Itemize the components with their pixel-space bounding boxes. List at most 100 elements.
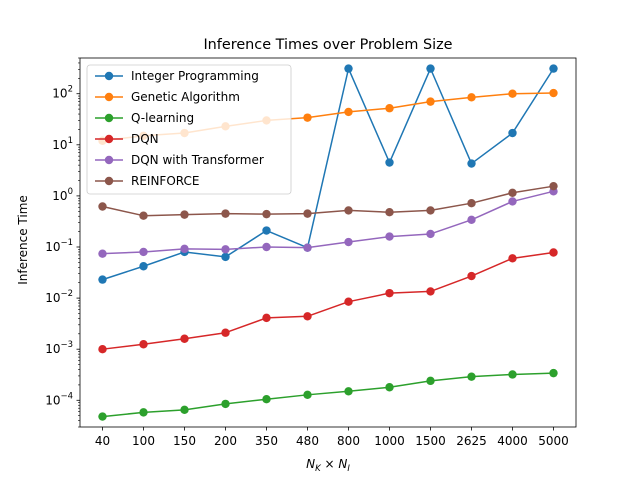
legend-marker: [104, 92, 114, 102]
x-tick-label: 150: [173, 434, 196, 448]
data-point: [221, 328, 230, 337]
x-label-n1: N: [306, 457, 315, 471]
data-point: [508, 128, 517, 138]
data-point: [98, 344, 107, 354]
series-6: [98, 181, 558, 220]
data-point: [549, 181, 558, 191]
legend-entry: Genetic Algorithm: [95, 90, 240, 104]
data-point: [344, 107, 353, 117]
legend-marker: [104, 113, 114, 123]
y-tick-label: 100: [52, 187, 73, 203]
data-point: [508, 89, 517, 98]
data-point: [221, 252, 230, 262]
data-point: [303, 243, 312, 252]
x-tick-label: 800: [337, 434, 360, 448]
x-label-times: ×: [321, 457, 339, 471]
y-tick-label: 102: [52, 85, 73, 101]
legend-label: DQN: [131, 132, 159, 146]
y-axis-label: Inference Time: [16, 195, 30, 285]
data-point: [180, 244, 189, 254]
data-point: [426, 229, 435, 239]
x-axis-label: NK × NI: [306, 457, 350, 474]
data-point: [549, 64, 558, 73]
data-point: [303, 209, 312, 218]
data-point: [508, 197, 517, 206]
data-point: [139, 408, 148, 417]
data-point: [344, 387, 353, 396]
data-point: [508, 254, 517, 263]
data-point: [303, 312, 312, 321]
data-point: [508, 188, 517, 197]
legend-label: DQN with Transformer: [131, 153, 264, 167]
x-tick-label: 4000: [497, 434, 528, 448]
data-point: [98, 275, 107, 284]
data-point: [467, 271, 476, 281]
series-3: [98, 368, 558, 421]
plot-area: [98, 64, 558, 421]
data-point: [426, 287, 435, 296]
data-point: [467, 198, 476, 208]
x-tick-label: 200: [214, 434, 237, 448]
data-point: [385, 207, 394, 217]
data-point: [426, 376, 435, 386]
data-point: [98, 412, 107, 421]
axes: 40 100 150 200 350 480 800 1000 1500 2625 4000 5000…: [45, 57, 577, 448]
data-point: [467, 215, 476, 225]
data-point: [385, 383, 394, 392]
data-point: [303, 113, 312, 122]
data-point: [344, 237, 353, 247]
data-point: [549, 88, 558, 98]
data-point: [262, 226, 271, 235]
data-point: [303, 390, 312, 400]
series-4: [98, 248, 558, 354]
y-tick-label: 10−2: [45, 289, 73, 305]
legend-entry: DQN: [95, 132, 159, 146]
data-point: [385, 158, 394, 167]
x-tick-label: 40: [95, 434, 110, 448]
y-tick-label: 10−1: [45, 238, 73, 254]
series-line: [102, 67, 555, 281]
data-point: [262, 209, 271, 219]
x-label-sub-i: I: [347, 464, 350, 474]
legend-marker: [104, 71, 114, 81]
series-line: [102, 251, 554, 350]
x-tick-label: 350: [255, 434, 278, 448]
data-point: [139, 211, 148, 220]
legend-marker: [104, 176, 114, 186]
x-tick-label: 2625: [456, 434, 487, 448]
data-point: [467, 372, 476, 381]
x-label-n2: N: [338, 457, 347, 471]
series-line: [102, 185, 554, 217]
legend-marker: [104, 155, 114, 165]
series-5: [98, 187, 558, 258]
x-tick-label: 1500: [415, 434, 446, 448]
chart-title: Inference Times over Problem Size: [203, 37, 452, 53]
x-label-sub-k: K: [315, 464, 322, 474]
y-tick-label: 10−4: [45, 391, 73, 407]
data-point: [180, 334, 189, 343]
x-tick-label: 5000: [538, 434, 569, 448]
data-point: [549, 368, 558, 378]
legend-entry: DQN with Transformer: [95, 153, 264, 167]
data-point: [426, 97, 435, 106]
legend: Integer Programming Genetic Algorithm Q-le…: [86, 64, 292, 195]
data-point: [426, 64, 435, 73]
legend-entry: Integer Programming: [95, 69, 259, 83]
legend-label: Genetic Algorithm: [131, 90, 240, 104]
y-tick-label: 10−3: [45, 340, 73, 356]
data-point: [221, 245, 230, 254]
data-point: [385, 288, 394, 298]
x-tick-label: 480: [296, 434, 319, 448]
x-tick-label: 1000: [374, 434, 405, 448]
data-point: [262, 313, 271, 323]
data-point: [139, 340, 148, 349]
legend-box: [86, 64, 292, 195]
data-point: [385, 232, 394, 241]
legend-label: REINFORCE: [131, 174, 199, 188]
x-tick-label: 100: [132, 434, 155, 448]
data-point: [344, 297, 353, 306]
data-point: [180, 210, 189, 219]
data-point: [467, 159, 476, 168]
legend-marker: [104, 134, 114, 144]
